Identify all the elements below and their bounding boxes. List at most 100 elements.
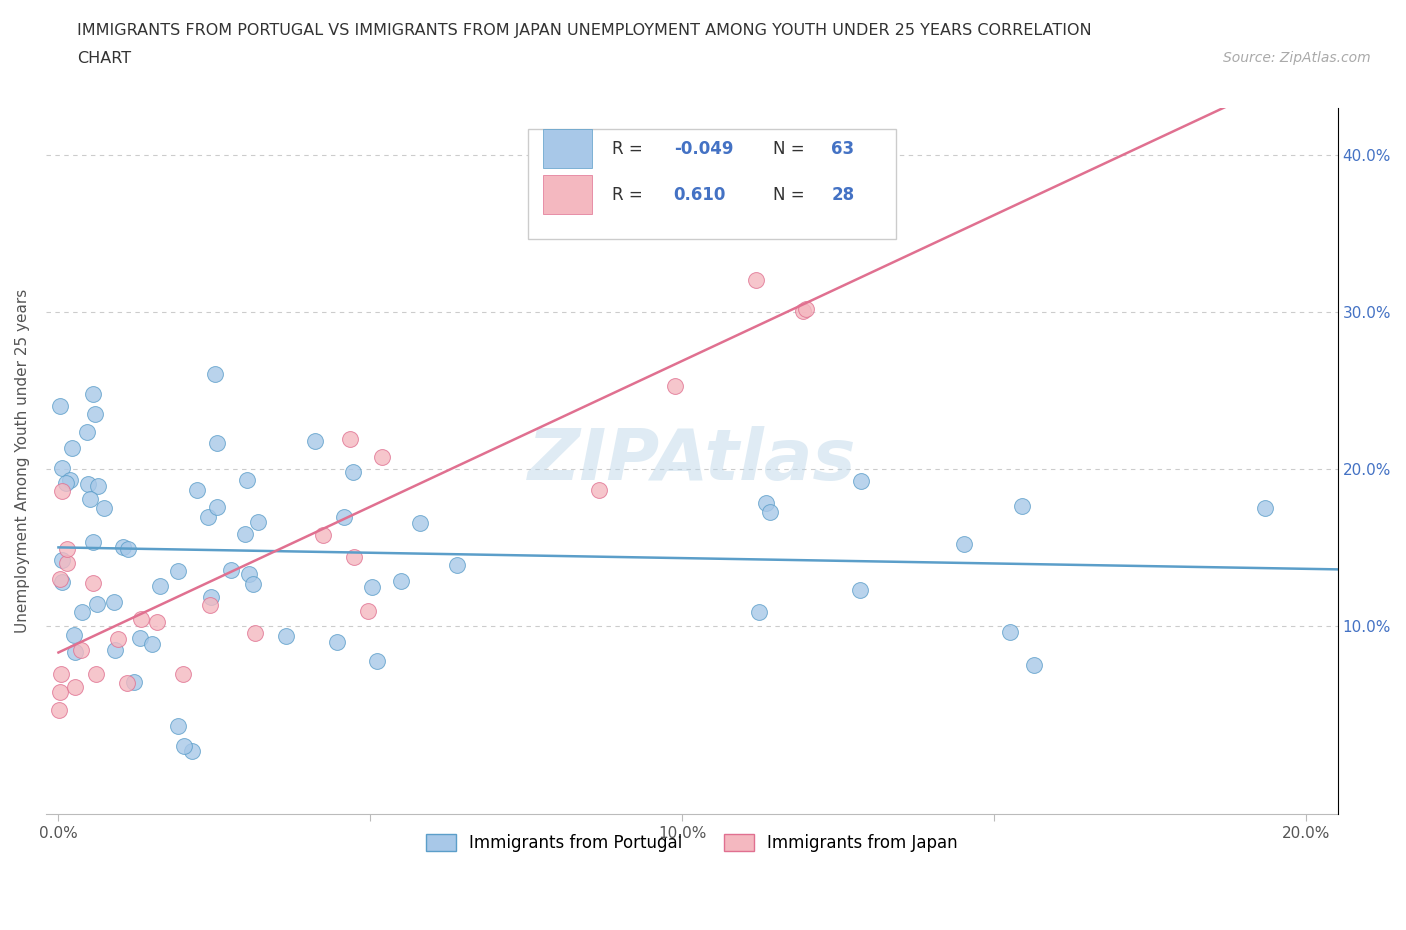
Point <box>51 575 73 590</box>
Point <box>371 450 394 465</box>
Point <box>181 744 204 759</box>
Point <box>342 465 364 480</box>
Point <box>245 626 267 641</box>
Text: N =: N = <box>773 186 810 204</box>
Point <box>48 571 70 586</box>
Point <box>49 667 72 682</box>
Point <box>325 635 347 650</box>
Point <box>173 738 195 753</box>
Text: R =: R = <box>612 140 648 158</box>
Point <box>111 539 134 554</box>
Point <box>122 675 145 690</box>
Bar <box>543 175 592 214</box>
Point <box>953 537 976 551</box>
Point <box>744 272 766 287</box>
Point <box>167 564 190 578</box>
Text: IMMIGRANTS FROM PORTUGAL VS IMMIGRANTS FROM JAPAN UNEMPLOYMENT AMONG YOUTH UNDER: IMMIGRANTS FROM PORTUGAL VS IMMIGRANTS F… <box>77 23 1092 38</box>
Point <box>205 499 228 514</box>
Point <box>48 702 70 717</box>
Point <box>304 433 326 448</box>
Point <box>70 643 93 658</box>
Point <box>59 472 82 487</box>
Bar <box>543 129 592 168</box>
Point <box>333 510 356 525</box>
Point <box>79 491 101 506</box>
Point <box>207 436 229 451</box>
Point <box>141 636 163 651</box>
Point <box>446 557 468 572</box>
Point <box>51 484 73 498</box>
Point <box>77 476 100 491</box>
Point <box>1011 498 1033 513</box>
Point <box>93 500 115 515</box>
Point <box>343 550 366 565</box>
Point <box>55 476 77 491</box>
Point <box>146 615 169 630</box>
Point <box>794 301 817 316</box>
Point <box>1024 658 1046 673</box>
Point <box>792 304 814 319</box>
Text: -0.049: -0.049 <box>673 140 733 158</box>
Point <box>998 624 1021 639</box>
Text: 63: 63 <box>831 140 855 158</box>
Point <box>117 541 139 556</box>
Point <box>312 527 335 542</box>
Point <box>117 675 139 690</box>
Text: R =: R = <box>612 186 648 204</box>
Text: Source: ZipAtlas.com: Source: ZipAtlas.com <box>1223 51 1371 65</box>
Point <box>65 644 87 659</box>
Point <box>727 206 749 220</box>
Point <box>204 366 226 381</box>
Point <box>366 653 388 668</box>
Point <box>247 515 270 530</box>
Text: N =: N = <box>773 140 810 158</box>
Text: ZIPAtlas: ZIPAtlas <box>527 427 856 496</box>
Point <box>360 579 382 594</box>
Point <box>129 612 152 627</box>
Point <box>851 473 873 488</box>
Point <box>233 526 256 541</box>
Point <box>149 578 172 593</box>
Point <box>84 667 107 682</box>
Point <box>76 425 98 440</box>
Point <box>242 577 264 591</box>
Point <box>51 552 73 567</box>
Point <box>276 628 298 643</box>
Point <box>49 684 72 699</box>
Point <box>200 590 222 604</box>
Point <box>55 541 77 556</box>
Point <box>236 472 259 487</box>
Point <box>86 597 108 612</box>
Point <box>103 594 125 609</box>
Point <box>664 379 686 393</box>
Point <box>82 535 104 550</box>
Point <box>104 643 127 658</box>
Point <box>198 597 221 612</box>
Point <box>409 515 432 530</box>
Point <box>221 562 243 577</box>
Legend: Immigrants from Portugal, Immigrants from Japan: Immigrants from Portugal, Immigrants fro… <box>419 827 965 858</box>
Point <box>128 631 150 645</box>
Point <box>389 574 412 589</box>
Text: CHART: CHART <box>77 51 131 66</box>
Text: 0.610: 0.610 <box>673 186 725 204</box>
Point <box>186 483 208 498</box>
Y-axis label: Unemployment Among Youth under 25 years: Unemployment Among Youth under 25 years <box>15 289 30 633</box>
Point <box>87 478 110 493</box>
Point <box>172 667 194 682</box>
Point <box>748 604 770 619</box>
Point <box>755 496 778 511</box>
Point <box>357 604 380 618</box>
Point <box>63 680 86 695</box>
Point <box>197 510 219 525</box>
Point <box>51 460 73 475</box>
Point <box>56 556 79 571</box>
Point <box>849 583 872 598</box>
Text: 28: 28 <box>831 186 855 204</box>
Point <box>60 441 83 456</box>
Point <box>107 631 129 646</box>
Point <box>82 387 104 402</box>
Point <box>48 398 70 413</box>
Point <box>588 483 610 498</box>
Point <box>339 432 361 446</box>
